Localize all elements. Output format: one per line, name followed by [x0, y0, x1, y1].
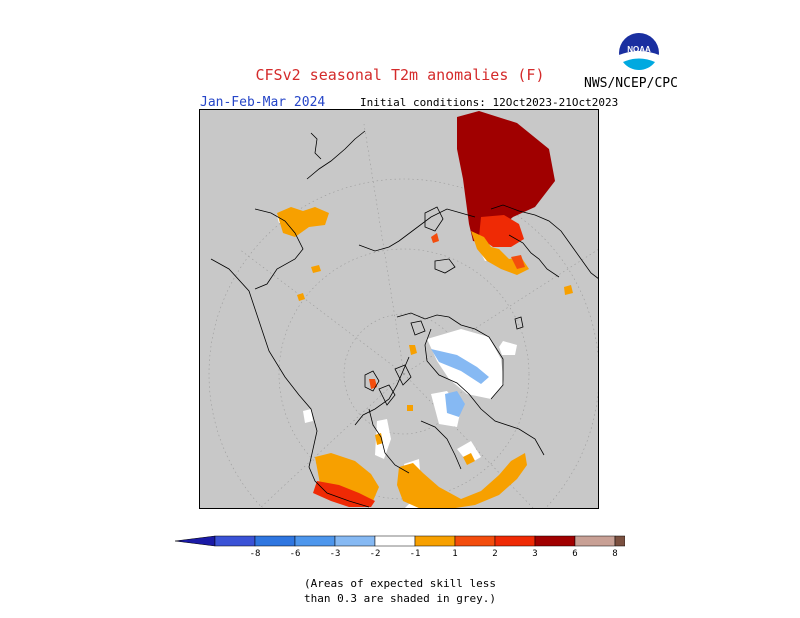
color-scale-bar: -8 -6 -3 -2 -1 1 2 3 6 8 — [175, 535, 625, 559]
color-scale-swatch — [454, 535, 496, 547]
above-normal-regions — [277, 111, 573, 509]
anomaly-map — [199, 109, 599, 509]
color-scale-min-arrow — [175, 535, 216, 547]
color-scale-swatch — [494, 535, 536, 547]
color-scale-swatch — [574, 535, 616, 547]
below-normal-regions — [431, 349, 489, 417]
color-scale-label: -8 — [250, 549, 261, 559]
color-scale-label: 1 — [452, 549, 457, 559]
color-scale-label: -2 — [370, 549, 381, 559]
map-title: CFSv2 seasonal T2m anomalies (F) — [255, 66, 545, 84]
color-scale-label: 8 — [612, 549, 617, 559]
initial-conditions: Initial conditions: 12Oct2023-21Oct2023 — [360, 96, 619, 109]
skill-footnote-line2: than 0.3 are shaded in grey.) — [303, 592, 497, 605]
color-scale-swatch — [374, 535, 416, 547]
color-scale-label: -6 — [290, 549, 301, 559]
color-scale-swatch — [294, 535, 336, 547]
color-scale-label: -1 — [410, 549, 421, 559]
map-border — [199, 109, 599, 509]
color-scale-label: 2 — [492, 549, 497, 559]
skill-footnote: (Areas of expected skill less than 0.3 a… — [300, 576, 500, 606]
forecast-period: Jan-Feb-Mar 2024 — [200, 95, 326, 110]
color-scale-labels: -8 -6 -3 -2 -1 1 2 3 6 8 — [250, 549, 618, 559]
color-scale-swatch — [334, 535, 376, 547]
color-scale-swatches — [175, 535, 625, 547]
color-scale-label: 3 — [532, 549, 537, 559]
color-scale-swatch — [254, 535, 296, 547]
noaa-logo: NOAA — [619, 33, 659, 74]
color-scale-swatch — [414, 535, 456, 547]
color-scale-label: 6 — [572, 549, 577, 559]
color-scale-swatch — [214, 535, 256, 547]
color-scale-label: -3 — [330, 549, 341, 559]
noaa-logo-text: NOAA — [627, 45, 651, 54]
skill-footnote-line1: (Areas of expected skill less — [303, 577, 497, 590]
organization-label: NWS/NCEP/CPC — [584, 76, 678, 91]
color-scale-max-arrow — [614, 535, 625, 547]
coastlines — [210, 130, 599, 508]
color-scale-swatch — [534, 535, 576, 547]
